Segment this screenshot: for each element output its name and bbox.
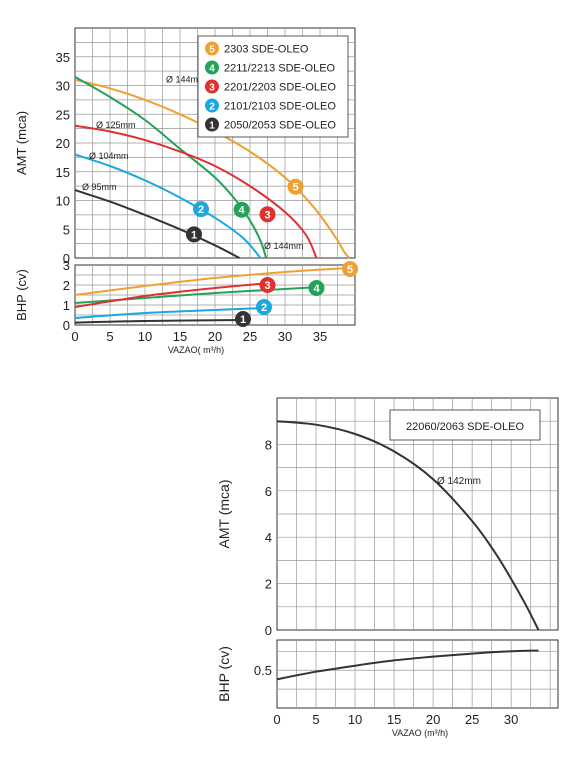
y-tick-label: 25 — [56, 107, 70, 122]
bhp-marker-number: 3 — [264, 280, 270, 292]
legend-entry-label: 2211/2213 SDE-OLEO — [224, 63, 336, 75]
curve-diameter-label: Ø 104mm — [89, 151, 129, 161]
legend-entry-label: 2201/2203 SDE-OLEO — [224, 82, 336, 94]
legend-marker — [205, 41, 219, 56]
curve-marker-badge — [233, 201, 250, 218]
x-tick-label: 30 — [504, 712, 518, 727]
y-tick-label: 30 — [56, 79, 70, 94]
curve-marker-badge — [186, 226, 202, 243]
curve-marker-number: 4 — [239, 205, 246, 217]
chart-2: 0 5 10 15 20 25 30 0 2 4 6 8 0.5 AMT (mca) BHP (cv) VAZ… — [216, 397, 559, 738]
legend-marker — [205, 98, 219, 113]
curve-diameter-label: Ø 142mm — [437, 476, 481, 487]
bhp-marker-badge — [342, 261, 359, 277]
curve-marker-badge — [287, 178, 304, 195]
x-tick-label: 0 — [71, 329, 78, 344]
y-tick-label: 2 — [265, 577, 272, 592]
curve-marker-badge — [259, 206, 276, 223]
legend-entry-label: 2303 SDE-OLEO — [224, 44, 309, 56]
y-tick-label: 0 — [265, 623, 272, 638]
x-tick-label: 15 — [173, 329, 187, 344]
x-tick-label: 5 — [106, 329, 113, 344]
y-tick-label: 15 — [56, 165, 70, 180]
x-tick-label: 30 — [278, 329, 292, 344]
y-tick-label: 5 — [63, 222, 70, 237]
bhp-marker-badge — [235, 311, 251, 327]
y-tick-label: 8 — [265, 437, 272, 452]
legend-entry-label: 2050/2053 SDE-OLEO — [224, 120, 336, 132]
curve-marker-number: 3 — [264, 209, 270, 221]
y-tick-label-bhp: 3 — [63, 258, 70, 273]
legend-box — [389, 409, 541, 441]
bhp-marker-badge — [259, 277, 276, 293]
curve-marker-number: 1 — [191, 229, 197, 241]
legend-marker — [205, 117, 219, 132]
x-tick-label: 5 — [312, 712, 319, 727]
y-tick-label: 35 — [56, 50, 70, 65]
y-tick-label: 20 — [56, 136, 70, 151]
x-tick-label: 10 — [138, 329, 152, 344]
y-tick-label-bhp: 1 — [63, 298, 70, 313]
x-tick-label: 0 — [273, 712, 280, 727]
y-tick-label-bhp: 0 — [63, 318, 70, 333]
curve-marker-number: 2 — [198, 204, 204, 216]
legend-box — [197, 35, 349, 138]
legend-marker-number: 1 — [209, 121, 215, 132]
bhp-marker-badge — [256, 299, 272, 315]
y-axis-title-bhp: BHP (cv) — [216, 646, 232, 702]
amt-curve — [74, 189, 240, 259]
legend-marker — [205, 79, 219, 94]
legend-marker-number: 5 — [209, 45, 215, 56]
amt-curve — [74, 124, 318, 259]
y-tick-label-bhp: 2 — [63, 278, 70, 293]
bhp-curve — [74, 319, 244, 324]
y-tick-label: 4 — [265, 530, 272, 545]
bhp-marker-badge — [308, 280, 325, 296]
legend-marker-number: 2 — [209, 102, 215, 113]
x-tick-label: 15 — [387, 712, 401, 727]
bhp-marker-number: 2 — [261, 302, 267, 314]
bhp-curve — [276, 649, 539, 681]
curve-diameter-label: Ø 144mm — [166, 75, 206, 85]
bhp-marker-number: 4 — [313, 283, 320, 295]
legend-entry-label: 22060/2063 SDE-OLEO — [406, 421, 524, 433]
y-tick-label: 10 — [56, 194, 70, 209]
y-tick-label: 6 — [265, 484, 272, 499]
curve-marker-badge — [193, 201, 209, 218]
bhp-marker-number: 1 — [240, 314, 246, 326]
legend-marker — [205, 60, 219, 75]
curve-diameter-label: Ø 144mm — [264, 241, 304, 251]
amt-curve — [74, 153, 262, 259]
x-tick-label: 25 — [243, 329, 257, 344]
x-tick-label: 20 — [426, 712, 440, 727]
curve-marker-number: 5 — [292, 182, 298, 194]
bhp-marker-number: 5 — [347, 264, 353, 276]
y-axis-title: AMT (mca) — [14, 111, 29, 175]
curve-diameter-label: Ø 95mm — [82, 182, 117, 192]
amt-curve — [74, 78, 351, 259]
legend-marker-number: 3 — [209, 83, 215, 94]
x-axis-title: VAZAO (m³/h) — [392, 728, 448, 738]
legend-entry-label: 2101/2103 SDE-OLEO — [224, 101, 336, 113]
x-tick-label: 25 — [465, 712, 479, 727]
y-tick-label-bhp: 0.5 — [254, 663, 272, 678]
bhp-curve — [74, 282, 272, 308]
bhp-curve — [74, 267, 349, 296]
y-tick-label: 0 — [63, 251, 70, 266]
amt-curve — [74, 76, 268, 259]
amt-curve — [276, 420, 540, 631]
x-tick-label: 35 — [313, 329, 327, 344]
x-tick-label: 20 — [208, 329, 222, 344]
bhp-curve — [74, 307, 265, 319]
x-tick-label: 10 — [348, 712, 362, 727]
legend-marker-number: 4 — [209, 64, 215, 75]
y-axis-title-bhp: BHP (cv) — [14, 269, 29, 321]
x-axis-title: VAZAO( m³/h) — [168, 345, 224, 355]
y-axis-title: AMT (mca) — [216, 480, 232, 549]
curve-diameter-label: Ø 125mm — [96, 120, 136, 130]
